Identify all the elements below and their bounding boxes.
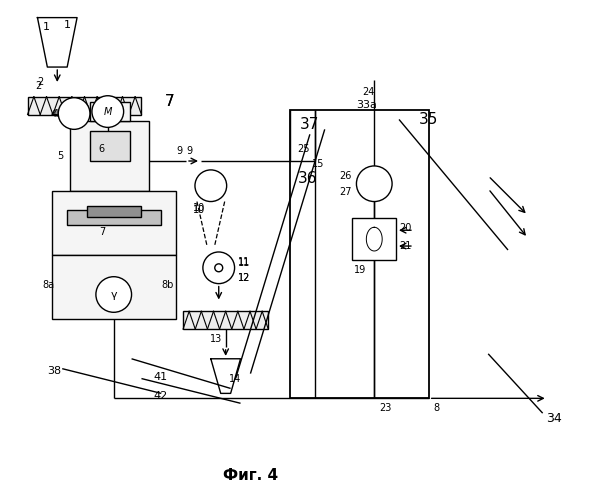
- Text: M: M: [104, 106, 112, 117]
- Text: 15: 15: [312, 159, 324, 169]
- Circle shape: [92, 96, 123, 128]
- Text: 14: 14: [229, 374, 241, 384]
- Text: 8b: 8b: [161, 280, 174, 289]
- Text: 7: 7: [98, 227, 105, 237]
- Circle shape: [203, 252, 235, 284]
- Text: 24: 24: [362, 87, 375, 97]
- Text: 4: 4: [50, 108, 56, 118]
- Circle shape: [356, 166, 392, 202]
- Text: 7: 7: [164, 94, 174, 109]
- Text: 2: 2: [37, 77, 44, 87]
- Bar: [70, 122, 149, 190]
- Text: 7: 7: [164, 94, 174, 109]
- Text: 9: 9: [176, 146, 182, 156]
- Bar: [52, 190, 176, 255]
- Text: 1: 1: [64, 20, 71, 30]
- Bar: [27, 96, 142, 114]
- Text: 8a: 8a: [43, 280, 55, 289]
- Text: 2: 2: [36, 81, 42, 91]
- Text: 9: 9: [186, 146, 192, 156]
- Text: 38: 38: [47, 366, 62, 376]
- Text: 11: 11: [238, 258, 250, 268]
- Text: Фиг. 4: Фиг. 4: [223, 468, 278, 483]
- Text: 42: 42: [154, 392, 168, 402]
- Text: 35: 35: [419, 112, 438, 127]
- Circle shape: [58, 98, 90, 130]
- Bar: [52, 255, 176, 319]
- Bar: [67, 210, 161, 226]
- Text: 41: 41: [154, 372, 167, 382]
- Text: 8: 8: [433, 403, 440, 413]
- Text: 36: 36: [298, 172, 317, 186]
- Text: 4: 4: [52, 108, 59, 118]
- Bar: [87, 206, 142, 218]
- Text: 25: 25: [297, 144, 310, 154]
- Text: 11: 11: [238, 257, 250, 267]
- Bar: [352, 218, 396, 260]
- Text: 26: 26: [340, 171, 352, 181]
- Text: 13: 13: [210, 334, 222, 344]
- Bar: [90, 102, 130, 121]
- Bar: [90, 132, 130, 161]
- Text: 27: 27: [340, 186, 352, 196]
- Text: 37: 37: [300, 117, 320, 132]
- Bar: [183, 312, 268, 329]
- Text: 23: 23: [379, 403, 391, 413]
- Text: 3: 3: [74, 120, 80, 130]
- Text: 12: 12: [238, 272, 250, 282]
- Text: 12: 12: [238, 272, 250, 282]
- Text: 33a: 33a: [356, 100, 377, 110]
- Text: 10: 10: [193, 206, 205, 216]
- Bar: [290, 110, 429, 399]
- Text: 6: 6: [99, 144, 105, 154]
- Text: 19: 19: [355, 265, 366, 275]
- Text: 34: 34: [546, 412, 562, 424]
- Text: 5: 5: [58, 151, 63, 161]
- Circle shape: [195, 170, 227, 202]
- Text: 1: 1: [43, 22, 49, 32]
- Circle shape: [215, 264, 223, 272]
- Circle shape: [96, 276, 132, 312]
- Text: 20: 20: [399, 223, 412, 233]
- Text: 10: 10: [193, 204, 205, 214]
- Text: ү: ү: [110, 290, 117, 300]
- Text: 21: 21: [399, 241, 412, 251]
